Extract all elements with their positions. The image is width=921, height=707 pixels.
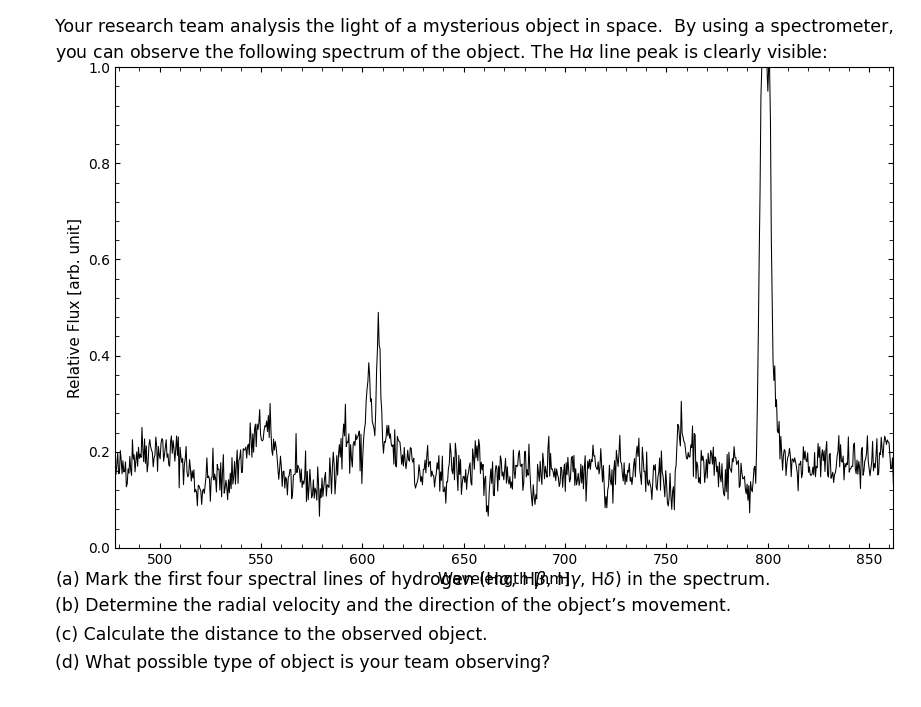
Text: (b) Determine the radial velocity and the direction of the object’s movement.: (b) Determine the radial velocity and th… [55, 597, 731, 615]
Text: (a) Mark the first four spectral lines of hydrogen (H$\alpha$, H$\beta$, H$\gamm: (a) Mark the first four spectral lines o… [55, 569, 770, 591]
Y-axis label: Relative Flux [arb. unit]: Relative Flux [arb. unit] [68, 218, 83, 397]
Text: (d) What possible type of object is your team observing?: (d) What possible type of object is your… [55, 654, 551, 672]
Text: you can observe the following spectrum of the object. The H$\alpha$ line peak is: you can observe the following spectrum o… [55, 42, 828, 64]
Text: (c) Calculate the distance to the observed object.: (c) Calculate the distance to the observ… [55, 626, 488, 643]
Text: Your research team analysis the light of a mysterious object in space.  By using: Your research team analysis the light of… [55, 18, 894, 35]
X-axis label: Wavelength [nm]: Wavelength [nm] [438, 573, 570, 588]
